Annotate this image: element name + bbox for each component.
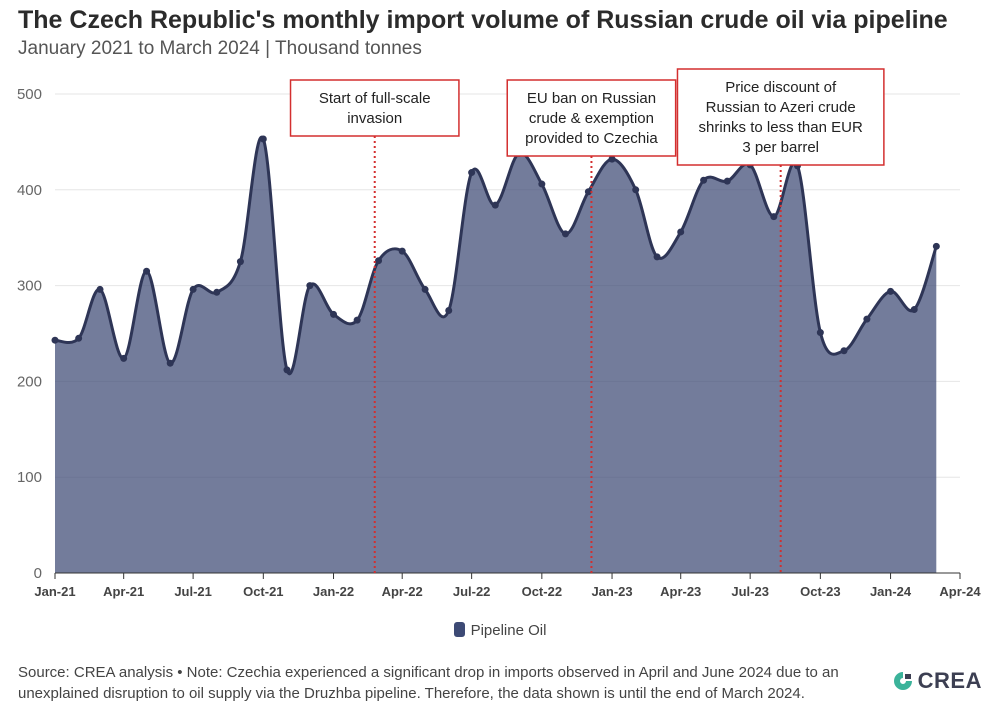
x-tick-label: Jul-23 xyxy=(731,584,769,599)
data-point xyxy=(143,267,151,275)
annotation-text: invasion xyxy=(347,110,402,127)
y-tick-label: 0 xyxy=(34,565,42,582)
annotation-box xyxy=(506,79,677,157)
data-point xyxy=(608,155,616,163)
y-tick-label: 300 xyxy=(17,278,42,295)
crea-logo-text: CREA xyxy=(917,668,982,693)
x-tick-label: Jan-21 xyxy=(34,584,75,599)
data-point xyxy=(491,201,499,209)
x-tick-label: Jul-21 xyxy=(174,584,212,599)
annotation-text: Start of full-scale xyxy=(319,90,431,107)
data-point xyxy=(887,287,895,295)
x-tick-label: Oct-22 xyxy=(522,584,562,599)
legend-label: Pipeline Oil xyxy=(470,622,547,639)
data-point xyxy=(723,177,731,185)
data-point xyxy=(445,307,453,315)
data-point xyxy=(770,213,778,221)
data-point xyxy=(816,329,824,337)
data-point xyxy=(75,334,83,342)
annotation-text: crude & exemption xyxy=(529,110,654,127)
x-tick-label: Apr-23 xyxy=(660,584,701,599)
crea-logo: CREA xyxy=(892,668,982,694)
y-tick-label: 400 xyxy=(17,182,42,199)
data-point xyxy=(910,306,918,314)
data-point xyxy=(468,169,476,177)
data-point xyxy=(120,354,128,362)
annotation-box xyxy=(676,68,885,166)
x-tick-label: Apr-22 xyxy=(382,584,423,599)
data-point xyxy=(932,242,940,250)
data-point xyxy=(353,316,361,324)
x-tick-label: Oct-21 xyxy=(243,584,283,599)
annotation-text: Price discount of xyxy=(725,79,837,96)
x-tick-label: Jan-24 xyxy=(870,584,912,599)
data-point xyxy=(653,253,661,261)
x-tick-label: Jan-23 xyxy=(591,584,632,599)
y-tick-label: 100 xyxy=(17,469,42,486)
source-note: Source: CREA analysis • Note: Czechia ex… xyxy=(18,662,878,704)
y-tick-label: 200 xyxy=(17,373,42,390)
annotation-text: provided to Czechia xyxy=(525,130,658,147)
source-line-1: Source: CREA analysis • Note: Czechia ex… xyxy=(18,664,839,681)
annotation-text: EU ban on Russian xyxy=(527,90,656,107)
x-tick-label: Oct-23 xyxy=(800,584,840,599)
data-point xyxy=(584,188,592,196)
series-area xyxy=(55,137,937,573)
x-tick-label: Apr-21 xyxy=(103,584,144,599)
data-point xyxy=(421,285,429,293)
data-point xyxy=(375,257,383,265)
legend-swatch xyxy=(453,622,465,637)
data-point xyxy=(189,285,197,293)
data-point xyxy=(283,366,291,374)
legend: Pipeline Oil xyxy=(0,622,1000,639)
x-tick-label: Jan-22 xyxy=(313,584,354,599)
data-point xyxy=(840,347,848,355)
data-point xyxy=(213,288,221,296)
data-point xyxy=(259,135,267,143)
data-point xyxy=(561,230,569,238)
data-point xyxy=(51,336,59,344)
data-point xyxy=(700,176,708,184)
data-point xyxy=(677,228,685,236)
data-point xyxy=(330,310,338,318)
data-point xyxy=(236,258,244,266)
annotation-text: shrinks to less than EUR xyxy=(699,119,863,136)
data-point xyxy=(306,282,314,290)
data-point xyxy=(632,186,640,194)
y-tick-label: 500 xyxy=(17,86,42,103)
data-point xyxy=(96,285,104,293)
annotation-text: Russian to Azeri crude xyxy=(706,99,856,116)
x-tick-label: Jul-22 xyxy=(453,584,491,599)
annotation-text: 3 per barrel xyxy=(742,139,819,156)
source-line-2: unexplained disruption to oil supply via… xyxy=(18,685,805,702)
data-point xyxy=(538,180,546,188)
annotation-box xyxy=(289,79,460,137)
crea-logo-icon xyxy=(893,672,912,690)
chart-subtitle: January 2021 to March 2024 | Thousand to… xyxy=(18,38,422,59)
chart-title: The Czech Republic's monthly import volu… xyxy=(18,6,948,34)
x-tick-label: Apr-24 xyxy=(939,584,981,599)
data-point xyxy=(398,247,406,255)
data-point xyxy=(166,359,174,367)
data-point xyxy=(863,315,871,323)
